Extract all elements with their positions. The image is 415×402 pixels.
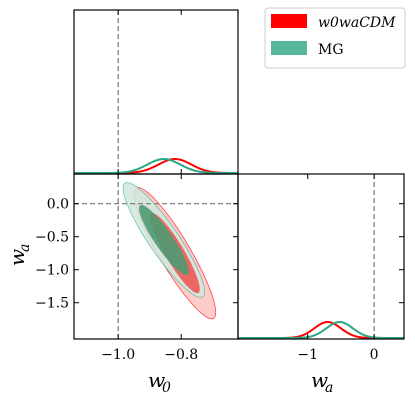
legend-swatch-mg: [271, 41, 307, 55]
tick-label-wa-x-0: −1: [297, 347, 318, 363]
tick-labels: −1.0 −0.8 0.0 −0.5 −1.0 −1.5 −1 0: [35, 197, 379, 363]
tick-label-w0-1: −0.8: [164, 347, 198, 363]
reference-lines: [74, 10, 375, 339]
wa-y-label-sub: a: [17, 244, 33, 252]
w0-label-sub: 0: [162, 380, 171, 396]
contour-mg-1sigma: [139, 204, 189, 276]
legend-label-w0wacdm: w0waCDM: [318, 15, 396, 31]
tick-label-wa-y-0: 0.0: [47, 197, 69, 213]
wa-marginal-curve-w0wacdm: [238, 320, 404, 339]
wa-marginal-curves: [238, 320, 404, 339]
x-axis-label-w0: w 0: [148, 368, 171, 396]
wa-label-base: w: [311, 368, 328, 392]
wa-marginal-curve-mg: [238, 320, 404, 339]
w0-marginal-curve-mg: [74, 158, 238, 174]
frame-bottom-right: [237, 173, 405, 340]
tick-label-w0-0: −1.0: [101, 347, 135, 363]
w0-label-base: w: [148, 368, 165, 392]
tick-label-wa-y-2: −1.0: [35, 263, 69, 279]
y-axis-label-wa: w a: [5, 244, 33, 266]
legend-swatch-w0wacdm: [271, 14, 307, 28]
contour-fills: [122, 182, 217, 320]
tick-label-wa-y-3: −1.5: [35, 296, 69, 312]
ticks: [74, 10, 404, 339]
curve-lines: [74, 157, 404, 339]
tick-label-wa-y-1: −0.5: [35, 230, 69, 246]
frame-top: [73, 9, 239, 175]
w0-marginal-curves: [74, 157, 238, 174]
wa-label-sub: a: [325, 380, 333, 396]
legend: w0waCDM MG: [264, 7, 406, 69]
x-axis-label-wa: w a: [311, 368, 333, 396]
legend-label-mg: MG: [318, 42, 344, 58]
wa-y-label-base: w: [5, 249, 29, 266]
tick-label-wa-x-1: 0: [370, 347, 379, 363]
panel-frames: [73, 9, 405, 340]
contour-group: [122, 182, 217, 320]
